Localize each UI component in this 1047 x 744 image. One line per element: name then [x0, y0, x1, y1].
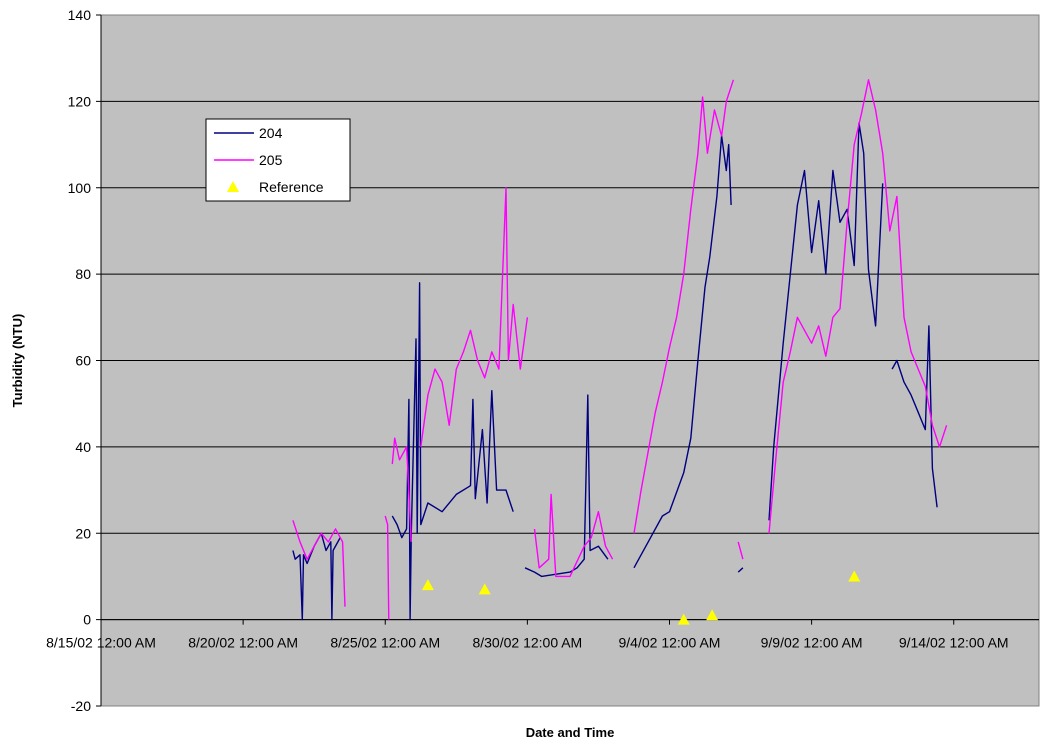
x-tick-label: 8/30/02 12:00 AM [472, 635, 582, 651]
x-tick-label: 8/15/02 12:00 AM [46, 635, 156, 651]
y-axis-ticks: -20 0 20 40 60 80 100 120 140 [68, 7, 101, 714]
x-axis-title: Date and Time [526, 725, 615, 740]
x-tick-label: 9/14/02 12:00 AM [899, 635, 1009, 651]
x-tick-label: 9/4/02 12:00 AM [619, 635, 721, 651]
y-tick-label: 100 [68, 180, 92, 196]
series-205-line [384, 515, 390, 620]
reference-marker [848, 570, 861, 582]
series-204-line [633, 135, 732, 569]
series-205-line [768, 79, 948, 534]
series-layer [292, 79, 948, 625]
series-205-line [633, 79, 735, 534]
x-tick-label: 8/20/02 12:00 AM [188, 635, 298, 651]
reference-marker [677, 613, 690, 625]
legend-label: 204 [259, 125, 283, 141]
reference-marker [421, 579, 434, 591]
series-reference [421, 570, 861, 625]
series-204-line [737, 567, 744, 573]
series-205-line [737, 541, 744, 560]
y-tick-label: 40 [75, 439, 91, 455]
y-tick-label: 120 [68, 93, 92, 109]
y-tick-label: 60 [75, 353, 91, 369]
series-204-line [768, 122, 884, 521]
reference-marker [706, 609, 719, 621]
y-tick-label: 140 [68, 7, 92, 23]
series-204-line [524, 394, 609, 578]
series-204 [292, 122, 938, 621]
series-205-line [391, 437, 412, 542]
series-205 [292, 79, 948, 620]
legend-label: 205 [259, 152, 283, 168]
y-axis-title: Turbidity (NTU) [10, 314, 25, 408]
y-tick-label: 0 [83, 612, 91, 628]
x-tick-label: 8/25/02 12:00 AM [330, 635, 440, 651]
y-tick-label: 20 [75, 525, 91, 541]
legend: 204 205 Reference [205, 118, 351, 202]
series-205-line [292, 520, 346, 607]
series-205-line [533, 493, 614, 578]
x-axis-ticks: 8/15/02 12:00 AM 8/20/02 12:00 AM 8/25/02 … [46, 619, 1039, 651]
y-tick-label: -20 [71, 698, 91, 714]
y-tick-label: 80 [75, 266, 91, 282]
series-205-line [420, 187, 529, 447]
legend-swatch-reference [227, 181, 239, 192]
series-204-line [391, 282, 514, 621]
x-tick-label: 9/9/02 12:00 AM [761, 635, 863, 651]
reference-marker [478, 583, 491, 595]
legend-label: Reference [259, 179, 324, 195]
